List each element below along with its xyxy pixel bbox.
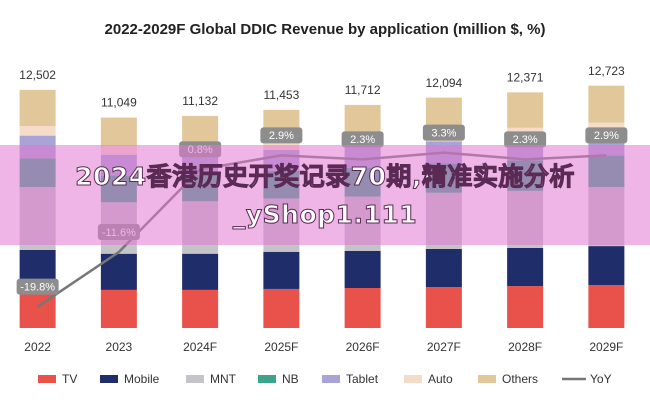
legend-item: MNT (186, 372, 237, 386)
legend-label: Auto (428, 372, 453, 386)
yoy-label-box (341, 131, 384, 148)
x-tick-label: 2029F (589, 340, 623, 354)
yoy-label: -19.8% (20, 282, 55, 294)
x-tick-label: 2027F (427, 340, 461, 354)
bar-segment (344, 288, 381, 328)
total-label: 11,132 (182, 94, 218, 108)
chart-title: 2022-2029F Global DDIC Revenue by applic… (105, 21, 546, 38)
legend-swatch (258, 375, 276, 383)
legend-label: TV (62, 372, 77, 386)
yoy-label-box (422, 124, 465, 141)
bar-segment (425, 248, 462, 288)
bar-segment (263, 288, 300, 328)
x-tick-label: 2026F (346, 340, 380, 354)
total-label: 11,453 (263, 88, 299, 102)
total-label: 12,502 (19, 68, 56, 82)
overlay-text: 2024香港历史开奖记录70期,精准实施分析_yShop1.111 (75, 162, 575, 230)
bar-segment (100, 289, 137, 328)
legend-swatch (186, 375, 204, 383)
x-tick-label: 2023 (106, 340, 133, 354)
legend-label: MNT (210, 372, 237, 386)
bar-segment (507, 92, 544, 128)
bar-segment (588, 246, 625, 286)
overlay-band (0, 145, 650, 245)
legend-item: Auto (404, 372, 453, 386)
bar-segment (100, 117, 137, 147)
legend-item: TV (38, 372, 77, 386)
legend-item: Others (478, 372, 538, 386)
total-label: 12,371 (507, 71, 544, 85)
total-label: 11,712 (345, 83, 381, 97)
legend-label: Others (502, 372, 538, 386)
legend-swatch (100, 375, 118, 383)
bar-segment (182, 253, 219, 290)
x-tick-label: 2025F (264, 340, 298, 354)
legend-label: NB (282, 372, 299, 386)
total-label: 11,049 (101, 96, 137, 110)
yoy-label-box (16, 278, 59, 295)
bar-segment (588, 285, 625, 328)
legend-swatch (38, 375, 56, 383)
x-tick-label: 2028F (508, 340, 542, 354)
bar-segment (588, 85, 625, 123)
bar-segment (263, 251, 300, 289)
x-tick-label: 2022 (24, 340, 51, 354)
yoy-label: 3.3% (431, 128, 456, 140)
legend-swatch (322, 375, 340, 383)
yoy-label: 2.3% (513, 134, 538, 146)
legend-swatch (478, 375, 496, 383)
legend-item: YoY (562, 372, 612, 386)
bar-segment (182, 115, 219, 145)
yoy-label: 2.9% (594, 130, 619, 142)
total-label: 12,094 (426, 76, 463, 90)
bar-segment (507, 248, 544, 287)
legend-label: Mobile (124, 372, 160, 386)
yoy-label-box (260, 127, 303, 144)
bar-segment (19, 89, 56, 127)
yoy-label: 2.9% (269, 130, 294, 142)
legend-item: Mobile (100, 372, 160, 386)
bar-segment (182, 289, 219, 328)
legend-item: NB (258, 372, 299, 386)
total-label: 12,723 (588, 64, 625, 78)
x-tick-label: 2024F (183, 340, 217, 354)
bar-segment (19, 126, 56, 136)
bar-segment (425, 287, 462, 328)
legend-label: YoY (590, 372, 612, 386)
yoy-label: 2.3% (350, 134, 375, 146)
yoy-label-box (504, 131, 547, 148)
legend-swatch (404, 375, 422, 383)
legend-label: Tablet (346, 372, 379, 386)
legend-item: Tablet (322, 372, 379, 386)
bar-segment (507, 286, 544, 328)
bar-segment (344, 250, 381, 288)
yoy-label-box (585, 127, 628, 144)
